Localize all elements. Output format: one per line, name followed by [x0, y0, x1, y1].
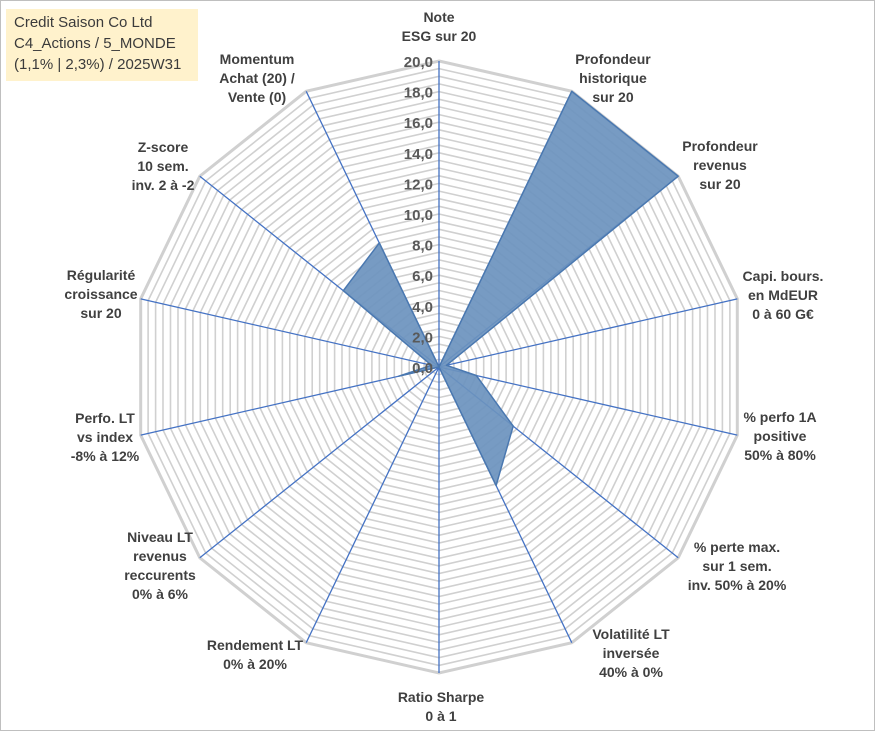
axis-spoke [140, 366, 440, 436]
axis-label: Régularité croissance sur 20 [64, 267, 137, 321]
tick-label: 0,0 [412, 360, 433, 377]
title-line-company: Credit Saison Co Ltd [14, 14, 153, 31]
tick-label: 10,0 [404, 207, 433, 224]
tick-label: 4,0 [412, 299, 433, 316]
tick-label: 8,0 [412, 238, 433, 255]
title-line-stats: (1,1% | 2,3%) / 2025W31 [14, 56, 182, 73]
axis-spoke [438, 366, 738, 436]
axis-label-line: Ratio Sharpe [398, 689, 485, 705]
axis-label-line: % perte max. [694, 539, 780, 555]
tick-label: 16,0 [404, 115, 433, 132]
axis-spoke [199, 366, 440, 559]
axis-label-line: Vente (0) [228, 89, 286, 105]
tick-layer: 0,0 2,0 4,0 6,0 8,0 10,0 12,0 14,0 16,0 18,0 20,0 [404, 54, 433, 377]
axis-spoke [438, 298, 738, 368]
axis-label-line: inv. 50% à 20% [688, 577, 787, 593]
axis-label-line: sur 20 [699, 176, 740, 192]
axis-label: Rendement LT 0% à 20% [207, 637, 304, 672]
axis-label-line: 40% à 0% [599, 664, 663, 680]
tick-label: 2,0 [412, 329, 433, 346]
axis-label-line: % perfo 1A [743, 409, 816, 425]
axis-label-line: Z-score [138, 139, 189, 155]
axis-label: % perfo 1A positive 50% à 80% [743, 409, 816, 463]
axis-label: Ratio Sharpe 0 à 1 [398, 689, 485, 724]
axis-label-line: sur 20 [80, 305, 121, 321]
axis-label-line: Momentum [220, 51, 295, 67]
axis-spoke [140, 298, 440, 368]
axis-label: Note ESG sur 20 [402, 9, 477, 44]
axis-label: Volatilité LT inversée 40% à 0% [592, 626, 670, 680]
axis-label-line: Note [423, 9, 454, 25]
axis-label-line: Profondeur [682, 138, 758, 154]
axis-label-line: ESG sur 20 [402, 28, 477, 44]
series-layer [342, 90, 679, 487]
axis-label-line: Volatilité LT [592, 626, 670, 642]
axis-label-line: Perfo. LT [75, 410, 135, 426]
axis-label-line: -8% à 12% [71, 448, 140, 464]
axis-label-line: 10 sem. [137, 158, 188, 174]
axis-label-line: vs index [77, 429, 133, 445]
tick-label: 18,0 [404, 85, 433, 102]
axis-label-line: reccurents [124, 567, 196, 583]
axis-label-line: Capi. bours. [743, 268, 824, 284]
axis-label-line: 0% à 20% [223, 656, 287, 672]
axis-label: % perte max. sur 1 sem. inv. 50% à 20% [688, 539, 787, 593]
axis-label: Profondeur historique sur 20 [575, 51, 651, 105]
axis-label: Perfo. LT vs index -8% à 12% [71, 410, 140, 464]
tick-label: 14,0 [404, 146, 433, 163]
axis-label-line: sur 20 [592, 89, 633, 105]
axis-label: Momentum Achat (20) / Vente (0) [219, 51, 295, 105]
axis-label-line: positive [754, 428, 807, 444]
axis-label: Profondeur revenus sur 20 [682, 138, 758, 192]
axis-label-line: sur 1 sem. [702, 558, 771, 574]
axis-label-line: 0 à 1 [425, 708, 456, 724]
axis-label-line: inv. 2 à -2 [132, 177, 195, 193]
tick-label: 12,0 [404, 176, 433, 193]
axis-label-line: en MdEUR [748, 287, 818, 303]
axis-label-line: inversée [603, 645, 660, 661]
axis-label-line: Régularité [67, 267, 136, 283]
axis-label-line: historique [579, 70, 647, 86]
tick-label: 6,0 [412, 268, 433, 285]
chart-title-box: Credit Saison Co Ltd C4_Actions / 5_MOND… [6, 9, 198, 81]
axis-label-line: 0% à 6% [132, 586, 189, 602]
axis-spoke [305, 366, 440, 643]
axis-label-line: Profondeur [575, 51, 651, 67]
axis-label: Z-score 10 sem. inv. 2 à -2 [132, 139, 195, 193]
axis-label-line: revenus [693, 157, 747, 173]
axis-label: Niveau LT revenus reccurents 0% à 6% [124, 529, 196, 602]
axis-label-line: revenus [133, 548, 187, 564]
title-line-category: C4_Actions / 5_MONDE [14, 35, 176, 52]
axis-label-line: Rendement LT [207, 637, 304, 653]
axis-label-line: 50% à 80% [744, 447, 816, 463]
axis-label-line: 0 à 60 G€ [752, 306, 814, 322]
tick-label: 20,0 [404, 54, 433, 71]
axis-label-line: croissance [64, 286, 137, 302]
axis-label: Capi. bours. en MdEUR 0 à 60 G€ [743, 268, 824, 322]
axis-label-line: Niveau LT [127, 529, 193, 545]
label-layer: Note ESG sur 20 Profondeur historique sur 20… [64, 9, 823, 724]
axis-label-line: Achat (20) / [219, 70, 295, 86]
series-area [342, 90, 679, 487]
